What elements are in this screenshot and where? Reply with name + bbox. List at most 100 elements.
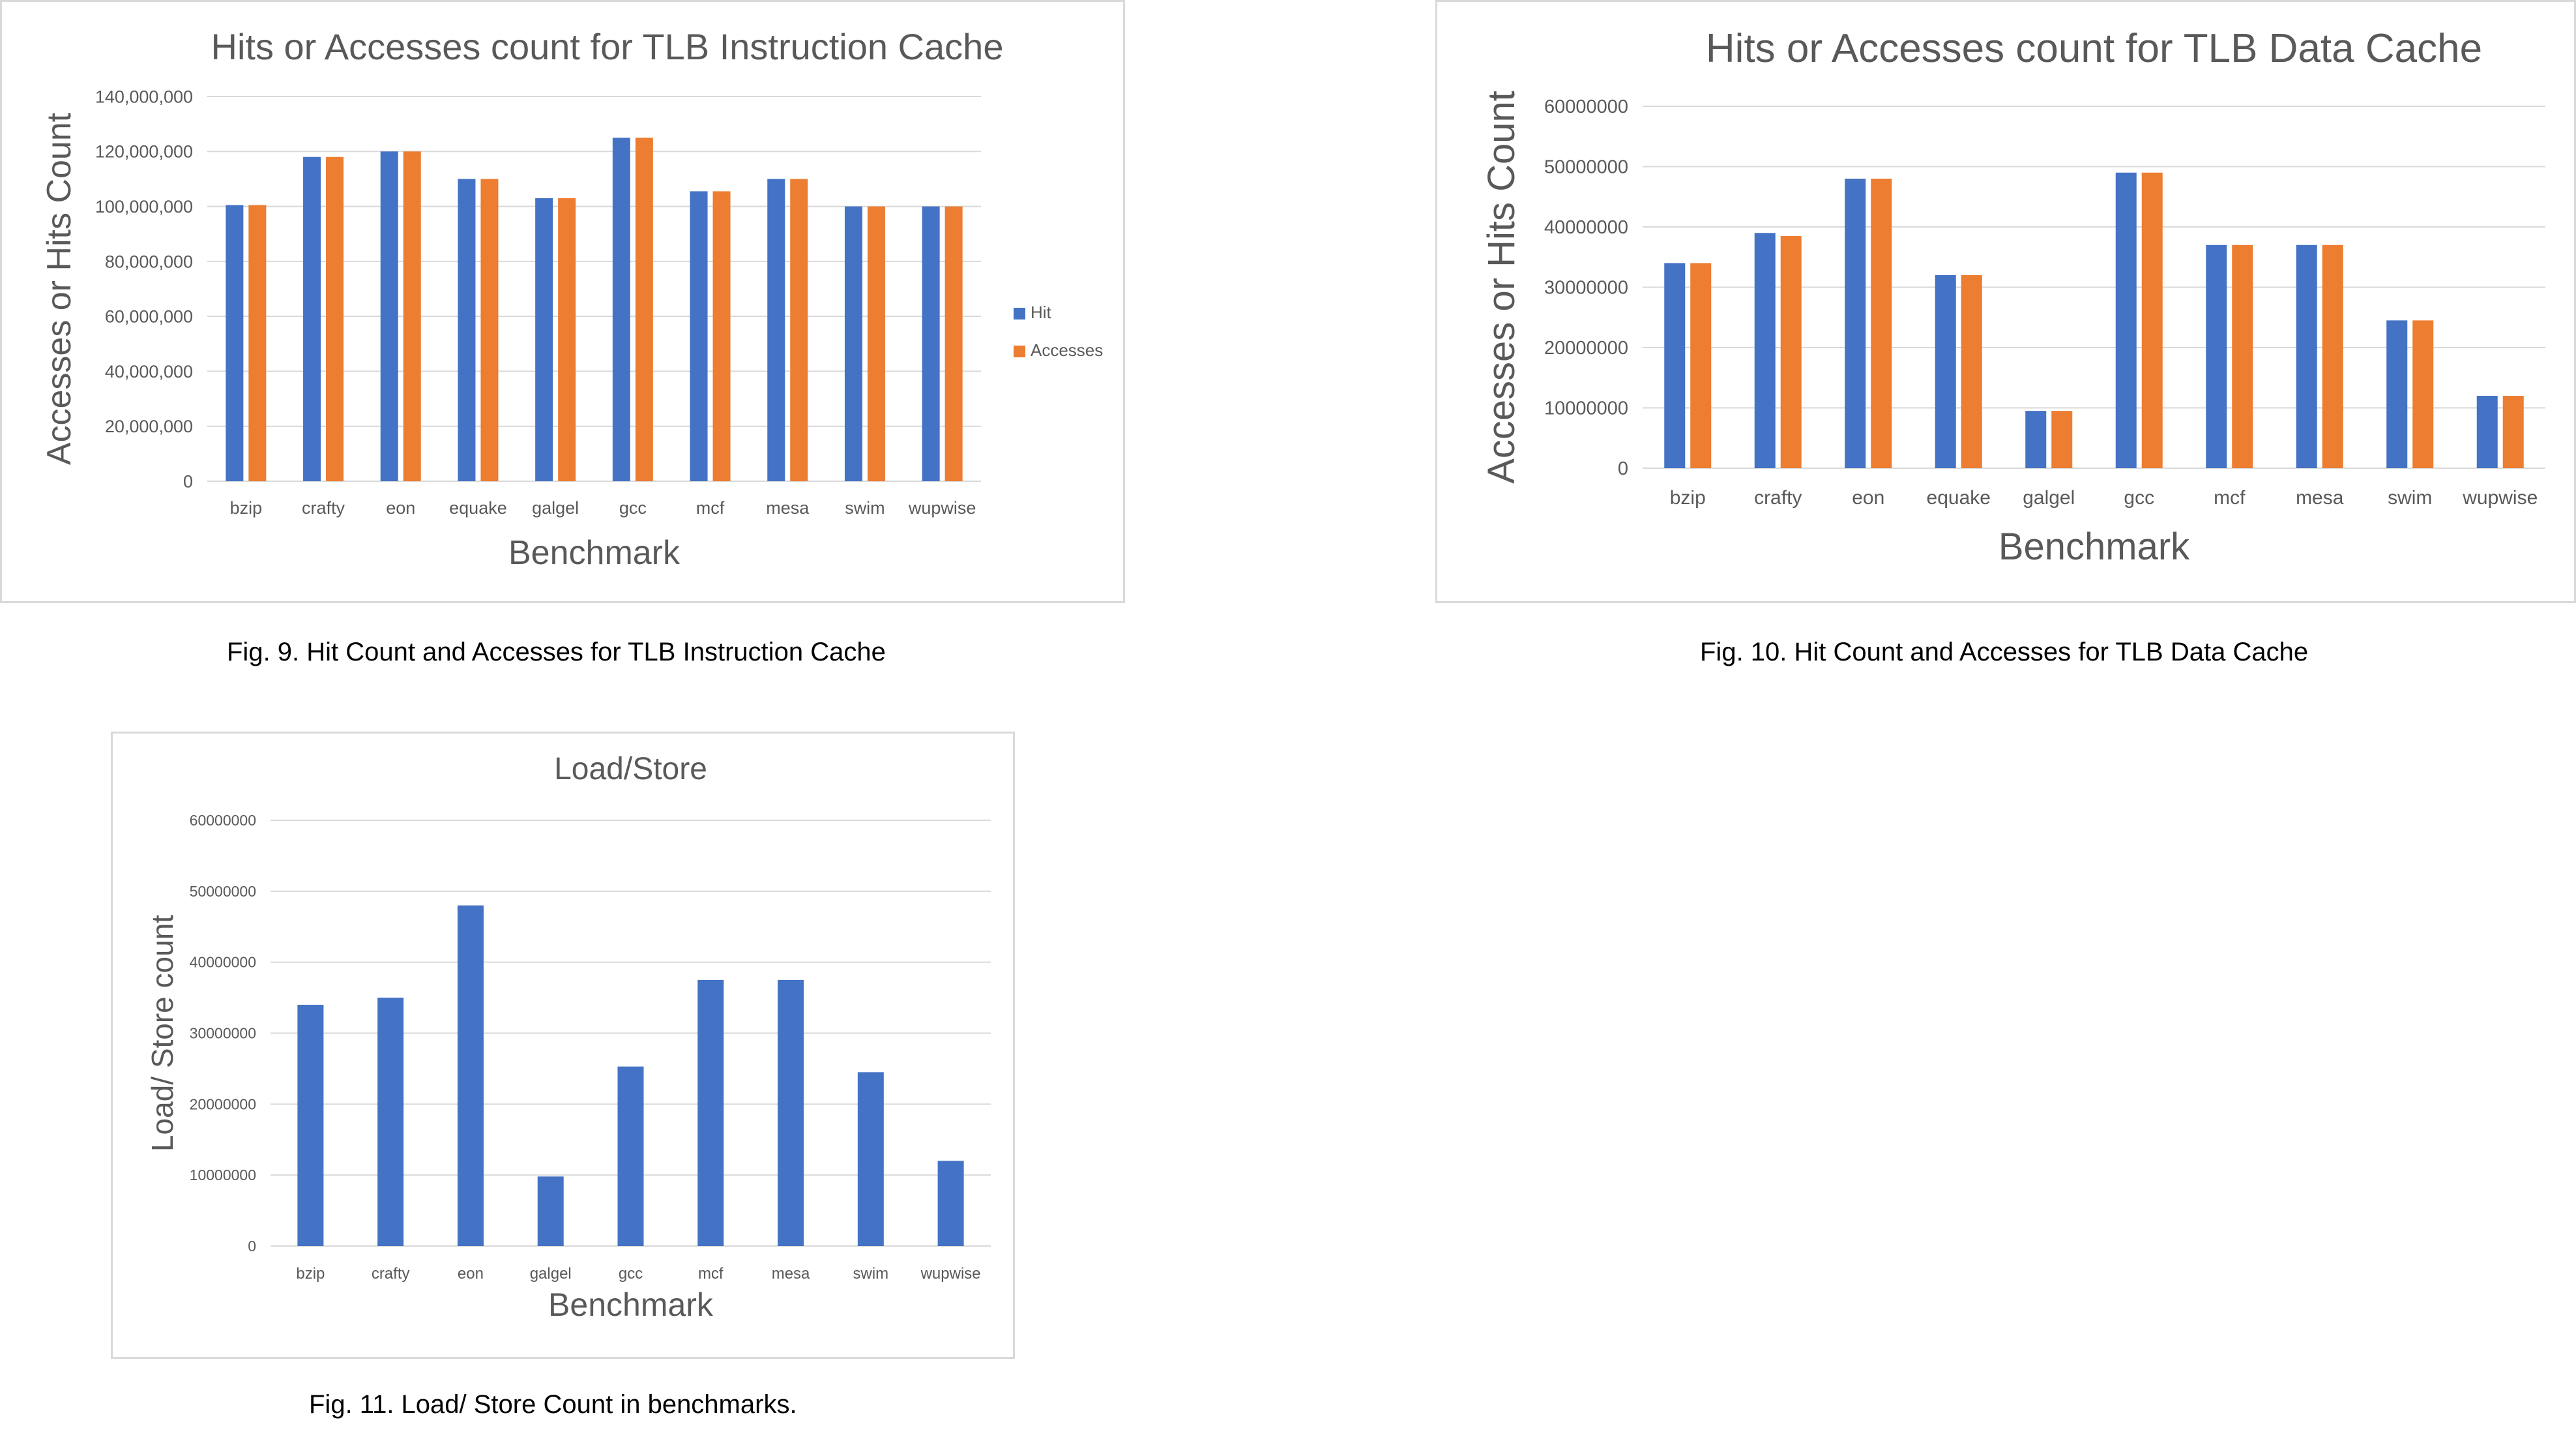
y-tick-label: 120,000,000 — [95, 142, 193, 162]
y-tick-label: 140,000,000 — [95, 87, 193, 106]
y-axis-label: Accesses or Hits Count — [1480, 91, 1523, 484]
x-category-label: mcf — [2214, 487, 2246, 509]
x-category-label: galgel — [2023, 487, 2075, 509]
x-category-label: galgel — [532, 498, 579, 518]
bar-hit-mcf — [690, 191, 708, 481]
caption-fig11: Fig. 11. Load/ Store Count in benchmarks… — [309, 1390, 797, 1419]
x-category-label: bzip — [1670, 487, 1706, 509]
bar-hit-gcc — [2115, 172, 2137, 468]
x-category-label: gcc — [2124, 487, 2154, 509]
chart-data-cache: 0 10000000 20000000 30000000 40000000 5000000… — [1435, 0, 2576, 603]
bar-accesses-swim — [2412, 320, 2434, 468]
bar-accesses-bzip — [1690, 263, 1712, 468]
bar-hit-eon — [1845, 179, 1866, 468]
bar-accesses-eon — [403, 151, 421, 482]
y-axis-label: Accesses or Hits Count — [40, 112, 78, 465]
chart-instruction-cache-svg: 0 20,000,000 40,000,000 60,000,000 80,000,00… — [40, 26, 1103, 572]
bar-hit-galgel — [2025, 411, 2047, 468]
x-category-label: equake — [449, 498, 507, 518]
legend-swatch-accesses — [1014, 346, 1025, 357]
x-category-label: mesa — [766, 498, 810, 518]
x-category-label: wupwise — [908, 498, 976, 518]
legend-label-hit: Hit — [1031, 303, 1052, 322]
y-tick-label: 30000000 — [190, 1025, 256, 1042]
bar-value-crafty — [377, 998, 404, 1246]
bar-accesses-mcf — [712, 191, 731, 481]
y-axis-label: Load/ Store count — [145, 915, 179, 1151]
chart-load-store: 0 10000000 20000000 30000000 40000000 5000000… — [111, 732, 1015, 1359]
chart-load-store-svg: 0 10000000 20000000 30000000 40000000 5000000… — [145, 752, 991, 1323]
x-category-label: gcc — [619, 498, 647, 518]
legend-label-accesses: Accesses — [1031, 340, 1103, 360]
y-tick-label: 20000000 — [190, 1095, 256, 1112]
bar-hit-mcf — [2206, 245, 2227, 468]
y-tick-label: 50000000 — [1544, 157, 1628, 178]
bar-accesses-crafty — [1780, 235, 1802, 468]
legend-swatch-hit — [1014, 308, 1025, 319]
y-tick-label: 10000000 — [190, 1166, 256, 1183]
chart-title: Load/Store — [554, 752, 707, 786]
bar-hit-crafty — [303, 156, 321, 481]
y-tick-label: 40,000,000 — [105, 362, 193, 381]
x-category-label: mcf — [696, 498, 725, 518]
bar-accesses-mcf — [2232, 245, 2253, 468]
chart-title: Hits or Accesses count for TLB Instructi… — [211, 26, 1004, 67]
x-category-label: swim — [845, 498, 885, 518]
bar-value-swim — [857, 1072, 884, 1246]
x-category-label: mesa — [772, 1265, 810, 1283]
x-category-label: swim — [2388, 487, 2432, 509]
y-tick-label: 40000000 — [1544, 217, 1628, 238]
x-category-label: crafty — [1754, 487, 1802, 509]
bar-value-eon — [457, 905, 484, 1246]
bar-accesses-wupwise — [944, 206, 963, 481]
x-axis-label: Benchmark — [1998, 526, 2190, 568]
y-tick-label: 40000000 — [190, 954, 256, 971]
bar-accesses-bzip — [248, 205, 267, 481]
x-category-label: gcc — [619, 1265, 643, 1283]
y-tick-label: 10000000 — [1544, 398, 1628, 419]
bar-hit-equake — [1935, 275, 1956, 468]
x-axis-label: Benchmark — [508, 534, 681, 572]
bar-hit-eon — [380, 151, 398, 482]
bar-hit-galgel — [535, 198, 553, 481]
bar-accesses-gcc — [635, 138, 653, 481]
chart-title: Hits or Accesses count for TLB Data Cach… — [1706, 26, 2482, 71]
y-tick-label: 80,000,000 — [105, 252, 193, 271]
bar-hit-bzip — [1664, 263, 1686, 468]
bar-accesses-mesa — [2322, 245, 2343, 468]
bar-hit-wupwise — [2476, 396, 2498, 468]
bar-accesses-equake — [480, 179, 499, 481]
y-tick-label: 20000000 — [1544, 338, 1628, 359]
bar-accesses-gcc — [2141, 172, 2163, 468]
y-tick-label: 0 — [183, 471, 193, 491]
caption-fig10: Fig. 10. Hit Count and Accesses for TLB … — [1700, 638, 2309, 666]
x-category-label: crafty — [372, 1265, 410, 1283]
x-category-label: wupwise — [920, 1265, 981, 1283]
bar-hit-bzip — [226, 205, 244, 481]
x-category-label: swim — [853, 1265, 889, 1283]
bar-value-bzip — [297, 1004, 324, 1246]
x-category-label: crafty — [302, 498, 345, 518]
y-tick-label: 60000000 — [190, 812, 256, 829]
bar-value-mesa — [778, 979, 804, 1246]
chart-data-cache-svg: 0 10000000 20000000 30000000 40000000 5000000… — [1480, 26, 2545, 568]
bar-hit-crafty — [1754, 233, 1776, 468]
bar-value-wupwise — [937, 1161, 964, 1246]
x-category-label: mcf — [698, 1265, 724, 1283]
bar-hit-equake — [458, 179, 476, 481]
bar-hit-swim — [2386, 320, 2408, 468]
bar-hit-mesa — [767, 179, 785, 481]
bar-accesses-crafty — [326, 156, 344, 481]
bar-accesses-swim — [867, 206, 885, 481]
x-category-label: mesa — [2296, 487, 2344, 509]
x-axis-label: Benchmark — [548, 1286, 714, 1323]
y-tick-label: 0 — [248, 1238, 256, 1255]
bar-accesses-eon — [1871, 179, 1892, 468]
caption-fig9: Fig. 9. Hit Count and Accesses for TLB I… — [227, 638, 886, 666]
x-category-label: eon — [386, 498, 415, 518]
x-category-label: eon — [458, 1265, 484, 1283]
bar-value-mcf — [697, 979, 724, 1246]
bar-hit-mesa — [2296, 245, 2317, 468]
x-category-label: bzip — [230, 498, 263, 518]
bar-value-gcc — [617, 1066, 644, 1246]
